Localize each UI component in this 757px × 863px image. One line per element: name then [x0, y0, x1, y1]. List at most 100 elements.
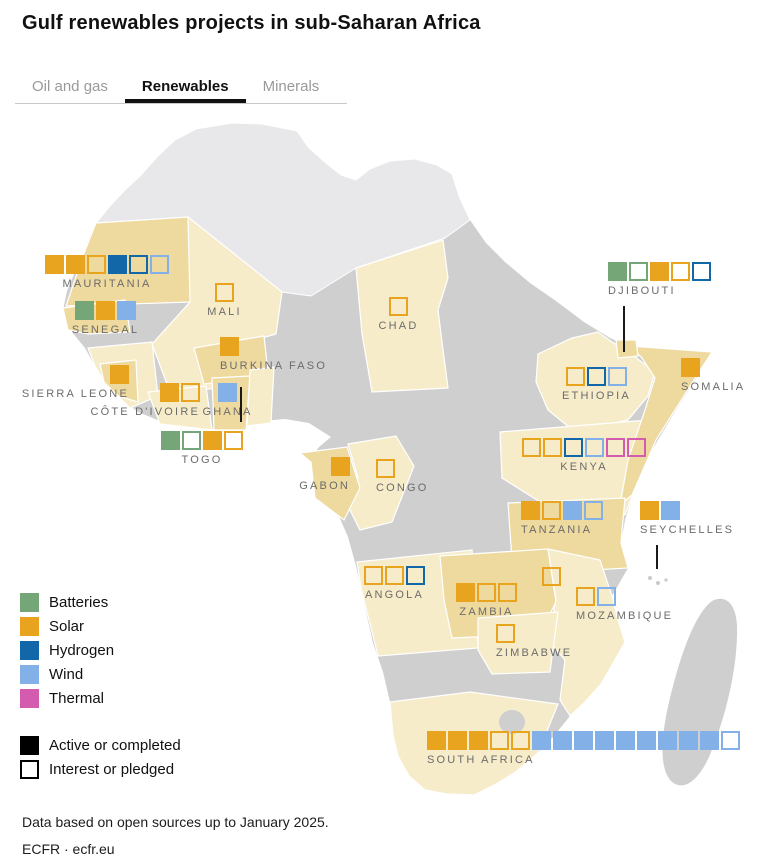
lesotho-shape — [499, 710, 525, 734]
country-label: MALI — [207, 306, 242, 318]
project-squares — [215, 283, 234, 302]
legend-item-active: Active or completed — [20, 736, 181, 755]
legend-status-block: Active or completed Interest or pledged — [20, 736, 181, 779]
project-squares — [496, 624, 515, 643]
marker-ethiopia: ETHIOPIA — [562, 367, 629, 402]
wind-active-square — [563, 501, 582, 520]
marker-mozambique: MOZAMBIQUE — [576, 587, 671, 622]
marker-seychelles: SEYCHELLES — [640, 501, 732, 536]
hydrogen-pledged-square — [129, 255, 148, 274]
solar-active-square — [203, 431, 222, 450]
project-squares — [522, 438, 646, 457]
wind-active-square — [700, 731, 719, 750]
project-squares — [220, 337, 239, 356]
solar-active-square — [66, 255, 85, 274]
solar-active-square — [448, 731, 467, 750]
legend-label: Hydrogen — [49, 642, 115, 659]
hydrogen-pledged-square — [692, 262, 711, 281]
marker-togo: TOGO — [161, 431, 243, 466]
country-label: TOGO — [181, 454, 223, 466]
solar-active-square — [160, 383, 179, 402]
marker-ghana: GHANA — [202, 383, 250, 418]
country-shape-zimbabwe — [477, 611, 559, 675]
marker-cote-divoire: CÔTE D'IVOIRE — [90, 383, 200, 418]
project-squares — [331, 457, 350, 476]
thermal-pledged-square — [627, 438, 646, 457]
ghana-leader-line — [240, 387, 242, 422]
country-label: MAURITANIA — [62, 278, 152, 290]
solar-pledged-square — [364, 566, 383, 585]
madagascar-shape — [662, 598, 738, 786]
active-status-swatch — [20, 736, 39, 755]
country-label: ETHIOPIA — [562, 390, 631, 402]
wind-active-square — [218, 383, 237, 402]
tab-minerals[interactable]: Minerals — [262, 78, 320, 95]
wind-swatch — [20, 665, 39, 684]
thermal-pledged-square — [606, 438, 625, 457]
legend-item-wind: Wind — [20, 665, 181, 684]
marker-mauritania: MAURITANIA — [45, 255, 169, 290]
solar-active-square — [456, 583, 475, 602]
project-squares — [389, 297, 408, 316]
legend-label: Batteries — [49, 594, 109, 611]
project-squares — [160, 383, 200, 402]
marker-angola: ANGOLA — [364, 566, 425, 601]
project-squares — [45, 255, 169, 274]
country-label: DJIBOUTI — [608, 285, 676, 297]
marker-gabon: GABON — [299, 457, 350, 492]
solar-pledged-square — [522, 438, 541, 457]
country-label: GABON — [299, 480, 350, 492]
batteries-active-square — [608, 262, 627, 281]
project-squares — [427, 731, 740, 750]
wind-pledged-square — [597, 587, 616, 606]
solar-active-square — [220, 337, 239, 356]
country-label: SOMALIA — [681, 381, 746, 393]
solar-pledged-square — [389, 297, 408, 316]
batteries-active-square — [75, 301, 94, 320]
tab-oil-and-gas[interactable]: Oil and gas — [32, 78, 108, 95]
wind-active-square — [616, 731, 635, 750]
country-shape-djibouti — [615, 339, 639, 359]
hydrogen-pledged-square — [564, 438, 583, 457]
solar-pledged-square — [498, 583, 517, 602]
batteries-pledged-square — [182, 431, 201, 450]
thermal-swatch — [20, 689, 39, 708]
solar-pledged-square — [385, 566, 404, 585]
solar-active-square — [110, 365, 129, 384]
country-shape-chad — [355, 239, 449, 393]
page-title: Gulf renewables projects in sub-Saharan … — [22, 12, 481, 34]
hydrogen-swatch — [20, 641, 39, 660]
marker-kenya: KENYA — [522, 438, 646, 473]
country-label: CÔTE D'IVOIRE — [90, 406, 200, 418]
pledged-status-swatch — [20, 760, 39, 779]
legend-label: Active or completed — [49, 737, 181, 754]
country-label: SENEGAL — [71, 324, 140, 336]
project-squares — [681, 358, 700, 377]
hydrogen-active-square — [108, 255, 127, 274]
project-squares — [521, 501, 603, 520]
solar-pledged-square — [215, 283, 234, 302]
country-label: CHAD — [378, 320, 419, 332]
marker-tanzania: TANZANIA — [521, 501, 603, 536]
hydrogen-pledged-square — [406, 566, 425, 585]
solar-pledged-square — [671, 262, 690, 281]
solar-active-square — [96, 301, 115, 320]
legend-item-pledged: Interest or pledged — [20, 760, 181, 779]
credit-line: ECFR · ecfr.eu — [22, 841, 115, 858]
legend-label: Solar — [49, 618, 85, 635]
country-label: TANZANIA — [521, 524, 593, 536]
project-squares — [542, 567, 561, 586]
tab-renewables[interactable]: Renewables — [125, 76, 246, 103]
marker-mali: MALI — [207, 283, 240, 318]
legend-label: Interest or pledged — [49, 761, 175, 778]
marker-congo: CONGO — [376, 459, 426, 494]
wind-pledged-square — [585, 438, 604, 457]
country-label: SIERRA LEONE — [21, 388, 129, 400]
project-squares — [456, 583, 517, 602]
legend-label: Thermal — [49, 690, 105, 707]
legend: Batteries Solar Hydrogen Wind Thermal Ac… — [20, 593, 181, 784]
wind-active-square — [117, 301, 136, 320]
legend-label: Wind — [49, 666, 84, 683]
